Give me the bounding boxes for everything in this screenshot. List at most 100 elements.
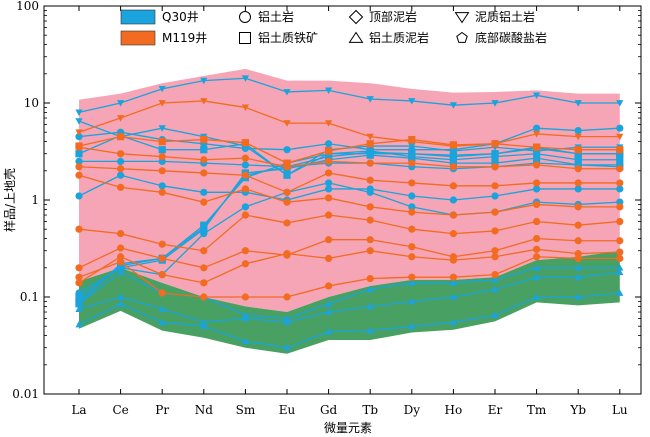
data-point bbox=[283, 344, 291, 351]
x-tick-label: Tm bbox=[527, 403, 547, 417]
data-point bbox=[533, 273, 541, 281]
data-point bbox=[408, 150, 416, 158]
legend-item: 铝土质铁矿 bbox=[239, 30, 318, 45]
data-point bbox=[366, 285, 374, 293]
data-point bbox=[200, 279, 208, 287]
data-point bbox=[366, 96, 374, 103]
data-point bbox=[200, 293, 208, 301]
series-lines bbox=[75, 75, 624, 351]
data-point bbox=[533, 200, 541, 209]
data-point bbox=[200, 247, 208, 255]
data-point bbox=[241, 171, 249, 179]
data-point bbox=[449, 159, 457, 167]
data-point bbox=[325, 169, 333, 177]
data-point bbox=[75, 279, 83, 287]
data-point bbox=[574, 203, 582, 211]
data-point bbox=[408, 159, 416, 167]
data-point bbox=[325, 120, 333, 127]
data-point bbox=[325, 185, 333, 193]
data-point bbox=[158, 289, 166, 297]
data-point bbox=[325, 140, 333, 148]
data-point bbox=[491, 276, 499, 283]
data-point bbox=[616, 165, 624, 173]
data-point bbox=[75, 273, 83, 281]
data-point bbox=[158, 85, 166, 93]
data-point bbox=[158, 271, 166, 279]
data-point bbox=[616, 254, 624, 262]
data-point bbox=[283, 89, 291, 96]
data-point bbox=[533, 92, 541, 99]
data-point bbox=[200, 223, 208, 232]
legend-label: 铝土质泥岩 bbox=[369, 30, 429, 45]
data-point bbox=[491, 227, 499, 235]
data-point bbox=[574, 156, 582, 164]
data-point bbox=[158, 305, 166, 312]
data-point bbox=[616, 146, 624, 154]
data-point bbox=[283, 146, 291, 154]
data-point bbox=[117, 150, 125, 158]
series-line bbox=[78, 166, 620, 194]
data-point bbox=[616, 203, 624, 211]
data-point bbox=[241, 144, 249, 153]
data-point bbox=[616, 248, 624, 256]
data-point bbox=[449, 318, 457, 326]
data-point bbox=[366, 302, 374, 310]
data-point bbox=[200, 198, 208, 206]
data-point bbox=[200, 156, 208, 164]
data-point bbox=[75, 163, 83, 171]
data-point bbox=[449, 279, 457, 286]
series-line bbox=[78, 248, 620, 284]
data-point bbox=[366, 159, 374, 167]
data-point bbox=[117, 258, 125, 266]
data-point bbox=[241, 75, 249, 82]
data-point bbox=[408, 98, 416, 105]
data-point bbox=[75, 157, 83, 165]
legend-item: M119井 bbox=[120, 30, 207, 46]
data-point bbox=[241, 293, 249, 301]
data-point bbox=[533, 150, 541, 158]
series-line bbox=[78, 292, 620, 349]
data-point bbox=[200, 188, 208, 196]
data-point bbox=[491, 208, 499, 216]
data-point bbox=[616, 100, 624, 107]
data-point bbox=[117, 300, 125, 307]
range-bands bbox=[79, 68, 620, 354]
data-point bbox=[117, 293, 125, 300]
data-point bbox=[408, 203, 416, 211]
data-point bbox=[616, 289, 624, 296]
data-point bbox=[491, 150, 499, 158]
data-point bbox=[200, 169, 208, 177]
data-point bbox=[200, 318, 208, 326]
x-axis-title: 微量元素 bbox=[324, 421, 372, 435]
data-point bbox=[283, 314, 291, 322]
data-point bbox=[449, 163, 457, 171]
legend-item: Q30井 bbox=[120, 9, 199, 25]
data-point bbox=[283, 120, 291, 127]
data-point bbox=[533, 143, 541, 151]
y-tick-label: 0.01 bbox=[12, 387, 39, 401]
data-point bbox=[574, 264, 582, 271]
data-point bbox=[366, 148, 374, 156]
data-point bbox=[491, 192, 499, 200]
data-point bbox=[616, 268, 624, 276]
series-line bbox=[78, 174, 620, 216]
x-tick-label: Eu bbox=[279, 403, 296, 417]
legend-item: 顶部泥岩 bbox=[348, 9, 417, 25]
series-line bbox=[78, 271, 620, 323]
series-q30-1 bbox=[75, 75, 624, 117]
x-tick-label: Ho bbox=[445, 403, 463, 417]
data-point bbox=[574, 237, 582, 245]
data-point bbox=[241, 260, 249, 268]
data-point bbox=[241, 311, 249, 319]
series-line bbox=[78, 146, 620, 170]
data-point bbox=[533, 235, 541, 243]
data-point bbox=[533, 185, 541, 193]
x-tick-label: Tb bbox=[362, 403, 378, 417]
data-point bbox=[574, 126, 582, 135]
series-line bbox=[78, 77, 620, 114]
data-point bbox=[158, 167, 166, 175]
data-point bbox=[117, 268, 125, 276]
data-point bbox=[117, 253, 125, 261]
x-tick-label: Ce bbox=[112, 403, 128, 417]
